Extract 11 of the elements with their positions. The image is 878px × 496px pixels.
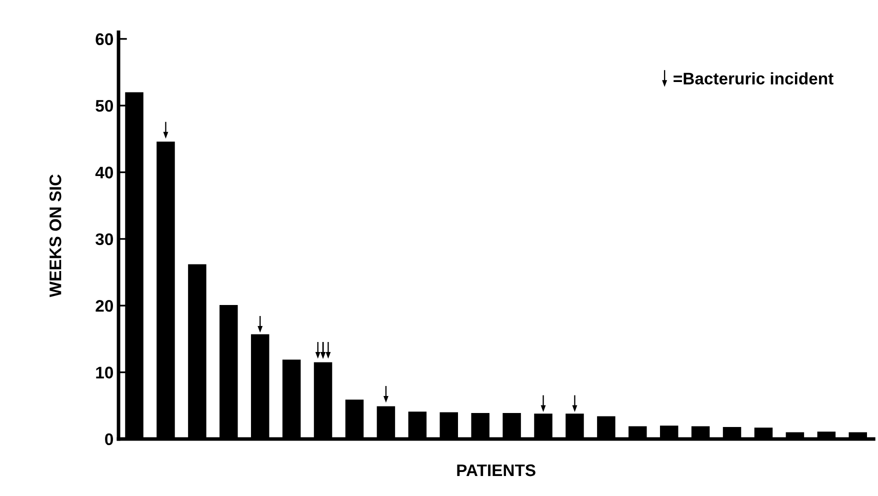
x-axis-title: PATIENTS xyxy=(457,464,536,476)
y-axis-title: WEEKS ON SIC xyxy=(49,174,62,298)
y-tick-label: 50 xyxy=(96,100,113,112)
y-tick-label: 10 xyxy=(96,366,113,378)
y-tick-label: 0 xyxy=(105,433,113,446)
legend-label: =Bacteruric incident xyxy=(674,72,834,84)
y-tick-label: 30 xyxy=(96,233,113,246)
y-tick-label: 40 xyxy=(95,166,113,178)
y-tick-label: 60 xyxy=(96,33,113,46)
y-tick-label: 20 xyxy=(96,300,113,312)
point xyxy=(315,342,331,359)
